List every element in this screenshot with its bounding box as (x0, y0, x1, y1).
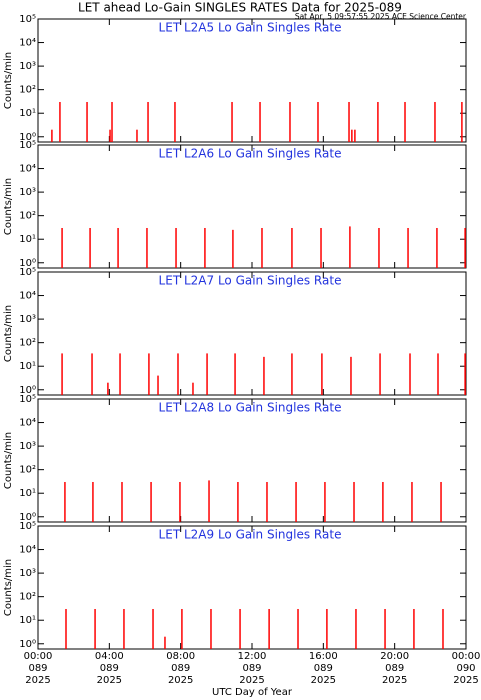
y-tick-label: 10³ (19, 314, 36, 325)
y-tick-label: 10² (19, 465, 36, 476)
y-tick-label: 10⁵ (19, 521, 36, 532)
y-tick-label: 10⁰ (19, 639, 36, 650)
y-tick-label: 10⁴ (19, 38, 36, 49)
x-tick-label: 00:00 (24, 651, 53, 662)
x-tick-label: 089 (242, 663, 261, 674)
panel-frame (37, 525, 467, 650)
x-tick-label: 089 (171, 663, 190, 674)
y-tick-label: 10³ (19, 441, 36, 452)
y-tick-label: 10⁵ (19, 14, 36, 25)
y-tick-label: 10⁵ (19, 267, 36, 278)
panel-title: LET L2A8 Lo Gain Singles Rate (159, 401, 342, 415)
x-tick-label: 08:00 (166, 651, 195, 662)
panel-frame (37, 398, 467, 523)
x-tick-label: 089 (100, 663, 119, 674)
panel-title: LET L2A7 Lo Gain Singles Rate (159, 274, 342, 288)
x-tick-label: 089 (314, 663, 333, 674)
x-tick-label: 16:00 (309, 651, 338, 662)
y-axis-label: Counts/min (3, 52, 14, 109)
panel-frame (37, 271, 467, 396)
x-tick-label: 090 (456, 663, 475, 674)
y-tick-label: 10⁰ (19, 512, 36, 523)
x-tick-label: 2025 (25, 675, 50, 686)
y-tick-label: 10⁴ (19, 545, 36, 556)
y-tick-label: 10² (19, 85, 36, 96)
y-tick-label: 10² (19, 211, 36, 222)
chart-subtitle: Sat Apr 5 09:57:55 2025 ACE Science Cent… (295, 12, 467, 21)
y-tick-label: 10⁰ (19, 385, 36, 396)
y-tick-label: 10³ (19, 61, 36, 72)
y-tick-label: 10¹ (19, 361, 36, 372)
x-tick-label: 2025 (97, 675, 122, 686)
x-tick-label: 00:00 (452, 651, 481, 662)
y-axis-label: Counts/min (3, 432, 14, 489)
y-tick-label: 10³ (19, 187, 36, 198)
y-tick-label: 10¹ (19, 234, 36, 245)
x-tick-label: 20:00 (380, 651, 409, 662)
panel-frame (37, 144, 467, 269)
x-tick-label: 089 (385, 663, 404, 674)
y-axis-label: Counts/min (3, 559, 14, 616)
x-tick-label: 2025 (239, 675, 264, 686)
y-tick-label: 10¹ (19, 108, 36, 119)
y-tick-label: 10⁰ (19, 258, 36, 269)
panel-title: LET L2A5 Lo Gain Singles Rate (159, 21, 342, 35)
x-tick-label: 04:00 (95, 651, 124, 662)
y-tick-label: 10⁴ (19, 418, 36, 429)
x-tick-label: 12:00 (238, 651, 267, 662)
y-tick-label: 10³ (19, 568, 36, 579)
x-tick-label: 089 (28, 663, 47, 674)
panel-title: LET L2A6 Lo Gain Singles Rate (159, 147, 342, 161)
y-tick-label: 10² (19, 592, 36, 603)
y-axis-label: Counts/min (3, 178, 14, 235)
panel-title: LET L2A9 Lo Gain Singles Rate (159, 528, 342, 542)
y-tick-label: 10¹ (19, 615, 36, 626)
y-tick-label: 10⁴ (19, 164, 36, 175)
x-tick-label: 2025 (168, 675, 193, 686)
y-tick-label: 10⁰ (19, 132, 36, 143)
x-axis-label: UTC Day of Year (212, 687, 293, 698)
panel-frame (37, 18, 467, 143)
y-tick-label: 10⁵ (19, 394, 36, 405)
chart-title: LET ahead Lo-Gain SINGLES RATES Data for… (78, 1, 402, 15)
y-axis-label: Counts/min (3, 305, 14, 362)
x-tick-label: 2025 (311, 675, 336, 686)
y-tick-label: 10⁵ (19, 140, 36, 151)
y-tick-label: 10¹ (19, 488, 36, 499)
y-tick-label: 10⁴ (19, 291, 36, 302)
y-tick-label: 10² (19, 338, 36, 349)
x-tick-label: 2025 (453, 675, 478, 686)
x-tick-label: 2025 (382, 675, 407, 686)
